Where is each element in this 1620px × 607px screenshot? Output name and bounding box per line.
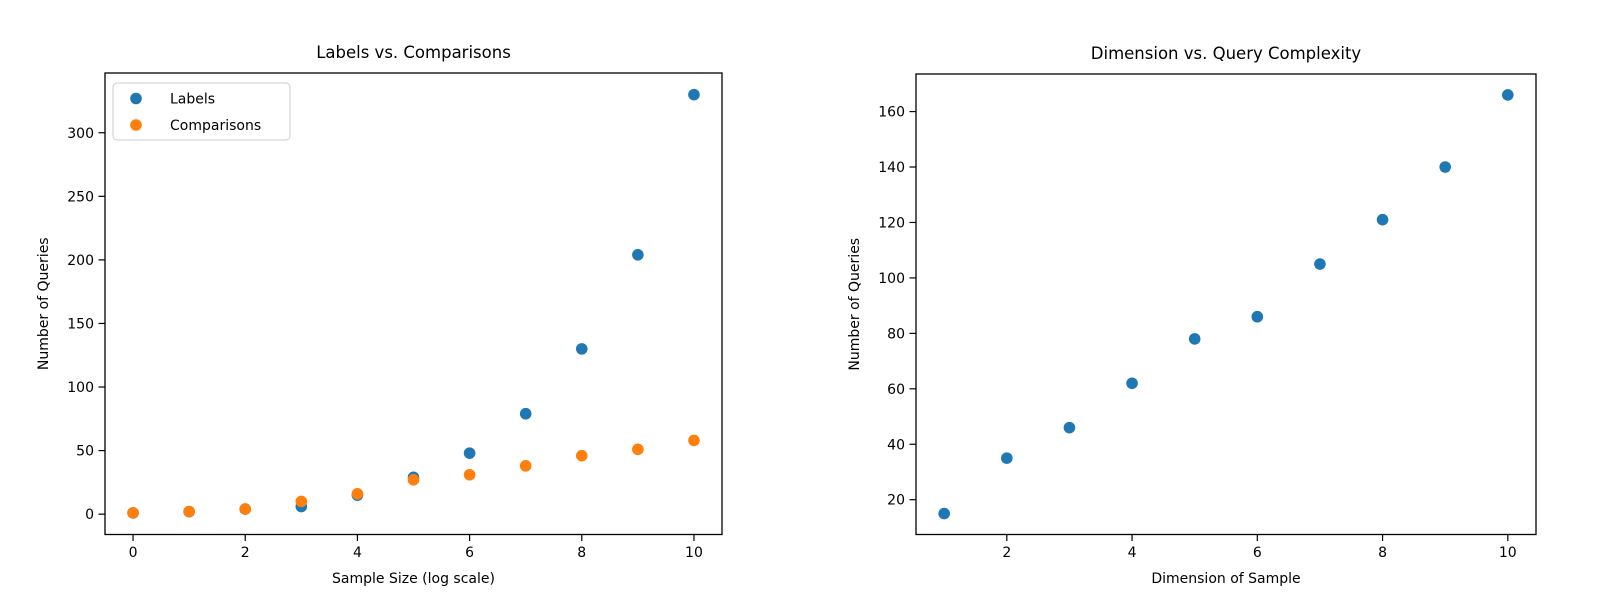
y-tick-label: 100 <box>67 380 94 396</box>
data-point-queries <box>1439 161 1451 173</box>
x-tick-label: 6 <box>465 545 474 561</box>
x-tick-label: 8 <box>1378 545 1387 561</box>
data-point-queries <box>1063 421 1076 434</box>
x-tick-label: 2 <box>241 545 250 561</box>
x-tick-label: 4 <box>353 545 362 561</box>
data-point-labels <box>575 343 588 355</box>
legend-label: Comparisons <box>170 118 261 134</box>
legend-swatch <box>130 92 142 105</box>
x-axis-label: Dimension of Sample <box>1151 571 1300 587</box>
y-tick-label: 300 <box>67 126 94 142</box>
x-tick-label: 8 <box>577 545 586 561</box>
x-axis-label: Sample Size (log scale) <box>332 571 495 587</box>
data-point-comparisons <box>688 434 700 447</box>
data-point-comparisons <box>127 507 139 519</box>
legend: Labels Comparisons <box>112 82 291 141</box>
y-axis-label: Number of Queries <box>36 237 52 370</box>
data-point-queries <box>1001 452 1013 464</box>
data-point-queries <box>1376 213 1389 226</box>
y-tick-label: 200 <box>67 253 94 269</box>
y-tick-label: 60 <box>887 382 905 398</box>
x-tick-label: 10 <box>1499 545 1517 561</box>
y-tick-label: 140 <box>878 160 905 176</box>
y-tick-label: 250 <box>67 189 94 205</box>
data-point-queries <box>938 507 950 520</box>
data-point-comparisons <box>407 474 420 486</box>
x-tick-label: 2 <box>1002 545 1011 561</box>
data-point-comparisons <box>463 468 476 481</box>
legend-box <box>112 82 291 141</box>
data-point-queries <box>1126 377 1138 390</box>
legend-swatch <box>130 119 142 131</box>
data-point-labels <box>632 249 644 261</box>
x-tick-label: 6 <box>1253 545 1262 561</box>
y-tick-label: 50 <box>76 444 94 460</box>
data-point-comparisons <box>239 503 252 515</box>
y-axis-label: Number of Queries <box>847 238 863 371</box>
y-tick-label: 40 <box>887 437 905 453</box>
data-point-labels <box>519 407 532 420</box>
y-tick-label: 0 <box>85 507 94 523</box>
y-tick-label: 20 <box>887 493 905 509</box>
data-point-queries <box>1502 89 1514 101</box>
y-tick-label: 100 <box>878 271 905 287</box>
right-chart: 2 4 6 8 10 20 40 60 80 100 120 140 160 Dimension vs. … <box>847 44 1537 587</box>
x-tick-label: 10 <box>685 545 703 561</box>
data-point-queries <box>1251 310 1264 323</box>
y-tick-label: 80 <box>887 326 905 342</box>
legend-label: Labels <box>170 92 215 108</box>
y-tick-label: 150 <box>67 316 94 332</box>
x-tick-label: 4 <box>1128 545 1137 561</box>
data-point-comparisons <box>519 460 532 472</box>
data-point-queries <box>1314 258 1326 270</box>
y-tick-label: 160 <box>878 105 905 121</box>
data-point-labels <box>688 88 700 101</box>
data-point-comparisons <box>183 505 195 518</box>
y-tick-label: 120 <box>878 215 905 231</box>
data-point-labels <box>463 447 476 459</box>
data-point-comparisons <box>632 443 644 456</box>
axes-frame <box>915 73 1537 536</box>
data-point-comparisons <box>351 488 364 500</box>
data-point-comparisons <box>295 495 308 508</box>
axes-frame <box>104 72 723 536</box>
data-point-queries <box>1188 333 1201 345</box>
chart-title: Dimension vs. Query Complexity <box>1091 44 1362 63</box>
chart-title: Labels vs. Comparisons <box>316 43 511 62</box>
x-tick-label: 0 <box>129 545 138 561</box>
data-point-comparisons <box>575 449 588 462</box>
